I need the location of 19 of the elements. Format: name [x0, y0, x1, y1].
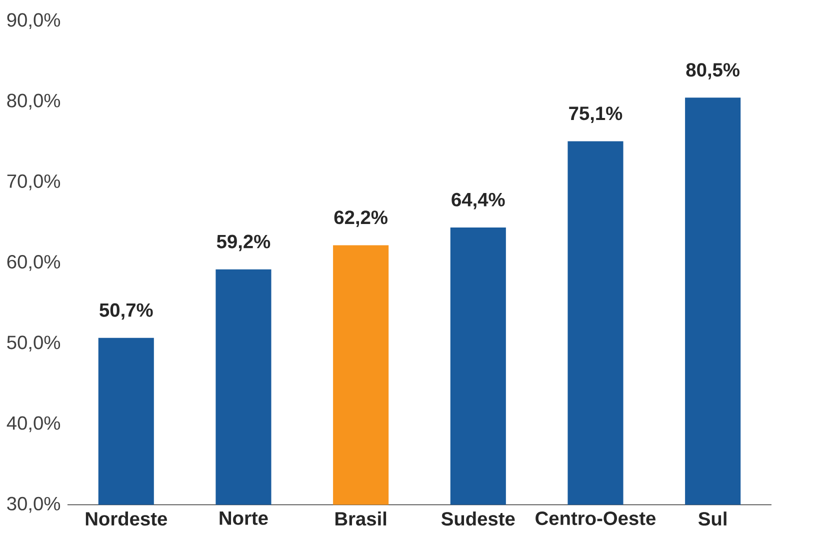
- y-tick-label: 60,0%: [7, 255, 60, 271]
- data-label: 50,7%: [100, 303, 153, 320]
- data-label: 64,4%: [452, 192, 505, 210]
- y-tick-label: 40,0%: [6, 416, 60, 432]
- y-tick-label: 80,0%: [7, 94, 60, 110]
- x-tick-label: Centro-Oeste: [536, 512, 656, 526]
- data-label: 59,2%: [216, 234, 270, 252]
- x-tick-label: Norte: [220, 512, 268, 525]
- x-tick-label: Nordeste: [86, 512, 167, 526]
- data-label: 62,2%: [334, 210, 388, 227]
- y-tick-label: 30,0%: [7, 496, 60, 513]
- data-label: 80,5%: [686, 63, 740, 80]
- x-tick-label: Brasil: [335, 512, 386, 526]
- y-tick-label: 90,0%: [7, 13, 60, 30]
- x-tick-label: Sul: [698, 512, 726, 526]
- y-tick-label: 70,0%: [7, 174, 60, 190]
- y-tick-label: 50,0%: [7, 336, 60, 352]
- x-tick-label: Sudeste: [441, 512, 515, 526]
- data-label: 75,1%: [569, 106, 622, 123]
